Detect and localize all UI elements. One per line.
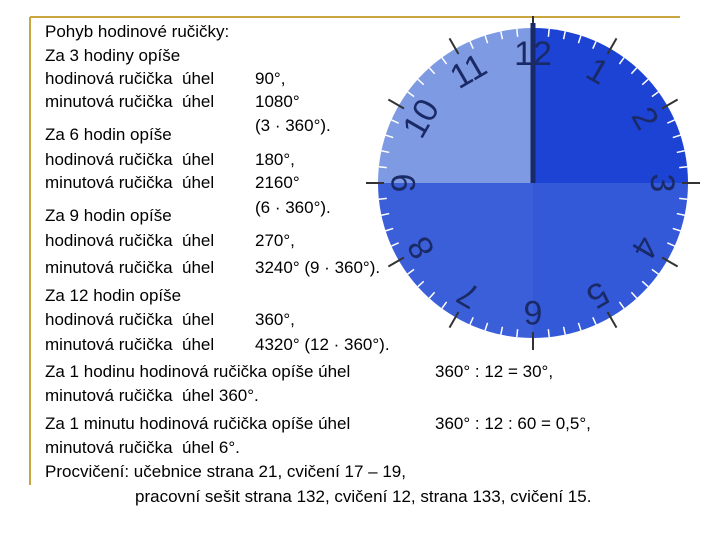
clock-tick <box>592 41 597 50</box>
clock-number: 3 <box>643 174 681 193</box>
text-line: (6 · 360°). <box>255 198 331 217</box>
clock-quadrant <box>533 183 688 338</box>
clock-tick <box>448 37 460 55</box>
text-line: Za 1 minutu hodinová ručička opíše úhel <box>45 414 351 433</box>
clock-tick <box>577 35 582 44</box>
clock-quadrant <box>533 28 688 183</box>
text-line: 180°, <box>255 150 295 169</box>
clock-number: 9 <box>385 174 423 193</box>
text-line: 90°, <box>255 69 286 88</box>
clock-tick <box>441 301 448 309</box>
clock-tick <box>484 35 489 44</box>
clock-quadrant <box>378 183 533 338</box>
clock-tick <box>381 212 390 216</box>
clock-tick <box>378 197 387 200</box>
clock-tick <box>516 329 519 338</box>
clock-quadrant <box>378 28 533 183</box>
clock-tick <box>676 150 685 154</box>
clock-tick <box>484 322 489 331</box>
clock-tick <box>385 134 394 139</box>
clock-tick <box>387 256 405 268</box>
text-line: hodinová ručička úhel <box>45 310 215 329</box>
clock-tick <box>666 242 675 247</box>
clock-tick <box>577 322 582 331</box>
clock-tick <box>661 256 679 268</box>
text-line: 360° : 12 = 30°, <box>435 362 554 381</box>
clock-tick <box>378 166 387 169</box>
text-line: Za 12 hodin opíše <box>45 286 182 305</box>
text-line: (3 · 360°). <box>255 116 331 135</box>
text-line: 1080° <box>255 92 300 111</box>
clock-tick <box>606 311 618 329</box>
clock-tick <box>387 98 405 110</box>
clock-tick <box>381 150 390 154</box>
text-line: minutová ručička úhel <box>45 173 215 192</box>
clock-tick <box>385 227 394 232</box>
clock-tick <box>469 316 474 325</box>
clock-tick <box>606 37 618 55</box>
clock-tick <box>500 31 504 40</box>
clock-tick <box>500 326 504 335</box>
clock-tick <box>469 41 474 50</box>
clock-tick <box>391 242 400 247</box>
clock-tick <box>651 91 659 98</box>
text-line: minutová ručička úhel <box>45 258 215 277</box>
clock-tick <box>618 301 625 309</box>
clock-tick <box>592 316 597 325</box>
clock-tick <box>428 67 436 75</box>
clock-tick <box>407 91 415 98</box>
clock-tick <box>562 31 566 40</box>
text-line: Procvičení: učebnice strana 21, cvičení … <box>45 462 406 481</box>
clock-tick <box>441 57 448 65</box>
text-line: hodinová ručička úhel <box>45 150 215 169</box>
clock-tick <box>679 197 688 200</box>
text-line: Za 9 hodin opíše <box>45 206 172 225</box>
text-line: 4320° (12 · 360°). <box>255 335 390 354</box>
text-line: minutová ručička úhel 360°. <box>45 386 259 405</box>
text-line: 2160° <box>255 173 300 192</box>
clock-tick <box>630 67 638 75</box>
clock-tick <box>672 227 681 232</box>
text-line: hodinová ručička úhel <box>45 231 215 250</box>
text-line: Za 3 hodiny opíše <box>45 46 181 65</box>
clock-tick <box>547 329 550 338</box>
text-line: minutová ručička úhel 6°. <box>45 438 240 457</box>
clock-number: 6 <box>524 293 543 331</box>
clock: 123456789101112 <box>366 16 700 350</box>
clock-tick <box>661 98 679 110</box>
clock-tick <box>407 268 415 275</box>
text-line: 270°, <box>255 231 295 250</box>
text-line: Za 6 hodin opíše <box>45 125 172 144</box>
clock-tick <box>417 78 425 86</box>
text-line: 360°, <box>255 310 295 329</box>
text-line: 360° : 12 : 60 = 0,5°, <box>435 414 591 433</box>
clock-tick <box>676 212 685 216</box>
clock-tick <box>448 311 460 329</box>
clock-tick <box>651 268 659 275</box>
clock-tick <box>666 119 675 124</box>
clock-tick <box>641 280 649 288</box>
clock-hand <box>530 23 536 183</box>
text-line: hodinová ručička úhel <box>45 69 215 88</box>
text-line: 3240° (9 · 360°). <box>255 258 381 277</box>
clock-tick <box>547 28 550 37</box>
text-line: minutová ručička úhel <box>45 92 215 111</box>
clock-tick <box>562 326 566 335</box>
text-line: minutová ručička úhel <box>45 335 215 354</box>
clock-tick <box>679 166 688 169</box>
clock-tick <box>516 28 519 37</box>
clock-tick <box>618 57 625 65</box>
clock-tick <box>417 280 425 288</box>
clock-tick <box>428 291 436 299</box>
text-line: Za 1 hodinu hodinová ručička opíše úhel <box>45 362 351 381</box>
text-line: pracovní sešit strana 132, cvičení 12, s… <box>135 487 592 506</box>
clock-tick <box>630 291 638 299</box>
clock-tick <box>672 134 681 139</box>
heading: Pohyb hodinové ručičky: <box>45 22 230 41</box>
clock-tick <box>391 119 400 124</box>
clock-tick <box>641 78 649 86</box>
